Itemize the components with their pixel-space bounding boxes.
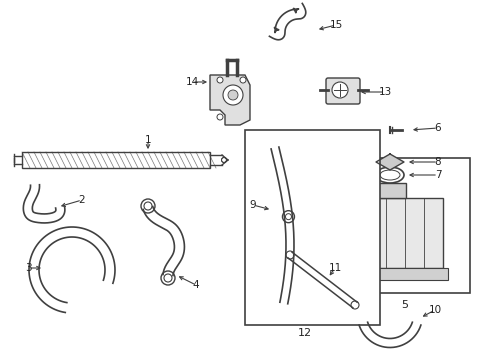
Bar [367,198,442,268]
FancyBboxPatch shape [325,78,359,104]
Text: 10: 10 [427,305,441,315]
Text: 15: 15 [329,20,342,30]
Bar [377,183,405,198]
Circle shape [331,82,347,98]
Circle shape [240,77,245,83]
Bar [244,130,379,325]
Circle shape [282,211,294,223]
Circle shape [227,90,238,100]
Ellipse shape [379,170,399,180]
Text: 1: 1 [144,135,151,145]
Text: 9: 9 [249,200,256,210]
Text: 3: 3 [24,263,31,273]
Bar [362,268,447,280]
Text: 11: 11 [328,263,341,273]
Circle shape [141,199,155,213]
Bar [354,158,469,293]
Circle shape [163,274,172,282]
Text: 14: 14 [185,77,198,87]
Text: 6: 6 [434,123,440,133]
Text: 12: 12 [297,328,311,338]
Polygon shape [375,154,403,170]
Text: 13: 13 [378,87,391,97]
Circle shape [217,114,223,120]
Circle shape [223,85,243,105]
Text: 5: 5 [401,300,407,310]
Circle shape [143,202,152,210]
Circle shape [350,301,358,309]
Text: 2: 2 [79,195,85,205]
Text: 7: 7 [434,170,440,180]
Circle shape [217,77,223,83]
Circle shape [386,171,396,181]
Bar [22,152,209,168]
Ellipse shape [375,167,403,183]
Polygon shape [209,75,249,125]
Circle shape [285,251,293,259]
Circle shape [161,271,175,285]
Circle shape [285,214,291,220]
Text: 4: 4 [192,280,199,290]
Text: 8: 8 [434,157,440,167]
